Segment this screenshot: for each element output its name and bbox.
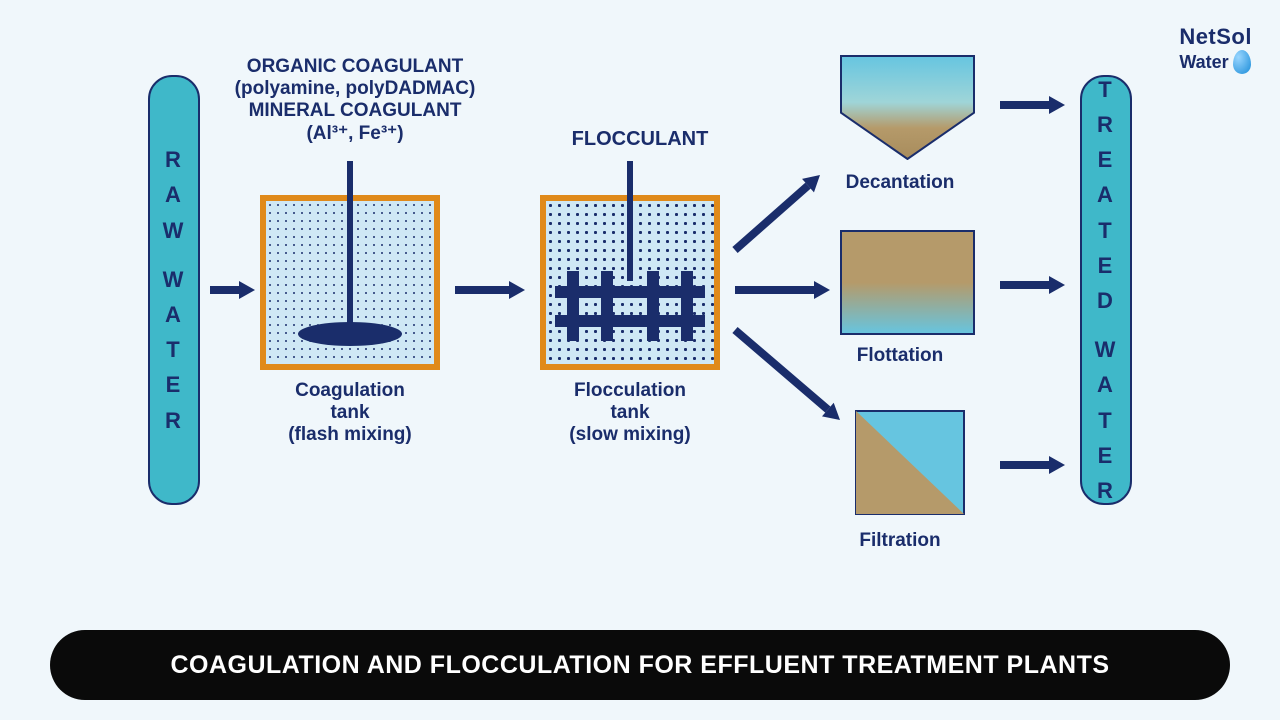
diagram-canvas: NetSol Water RAW WATER TREATED WATER ORG… [0,0,1280,720]
impeller-icon [295,319,405,349]
flocculation-tank [540,195,720,370]
decantation-icon [840,55,975,160]
flottation-label: Flottation [825,345,975,367]
flocculant-header: FLOCCULANT [540,128,740,151]
filtration-label: Filtration [825,530,975,552]
raw-water-label: RAW WATER [148,75,200,505]
logo-line2: Water [1179,50,1252,74]
coagulant-header: ORGANIC COAGULANT (polyamine, polyDADMAC… [205,56,505,145]
mixer-shaft-icon [627,161,633,281]
filtration-icon [855,410,965,515]
brand-logo: NetSol Water [1179,24,1252,74]
flocculation-tank-label: Flocculation tank (slow mixing) [520,380,740,446]
coagulation-tank [260,195,440,370]
title-bar: COAGULATION AND FLOCCULATION FOR EFFLUEN… [50,630,1230,700]
water-drop-icon [1233,50,1251,74]
logo-line1: NetSol [1179,24,1252,50]
coagulation-tank-label: Coagulation tank (flash mixing) [240,380,460,446]
flottation-icon [840,230,975,335]
paddle-mixer-icon [555,271,705,341]
decantation-label: Decantation [825,172,975,194]
mixer-shaft-icon [347,161,353,331]
treated-water-label: TREATED WATER [1080,75,1132,505]
